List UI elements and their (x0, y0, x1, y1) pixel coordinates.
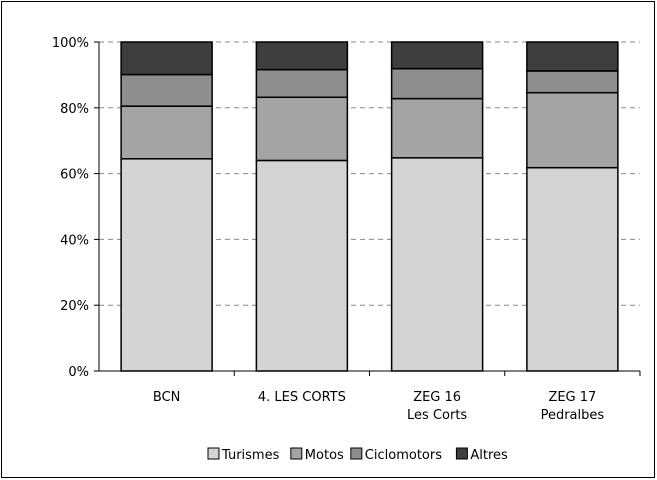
legend-label-altres: Altres (470, 448, 508, 463)
legend-label-motos: Motos (305, 448, 344, 463)
legend-swatch-ciclomotors (350, 447, 363, 460)
bar-segment-turismes (120, 158, 213, 372)
y-tick-label: 0% (68, 365, 89, 380)
legend: Turismes Motos Ciclomotors Altres (207, 447, 508, 463)
bar-segment-ciclomotors (120, 73, 213, 107)
category-label: 4. LES CORTS (258, 390, 346, 405)
legend-label-turismes: Turismes (221, 448, 280, 463)
category-label: Pedralbes (541, 408, 605, 423)
bar-segment-altres (255, 41, 349, 71)
bar-segment-turismes (255, 159, 349, 372)
legend-swatch-turismes (207, 447, 220, 460)
bar-segment-ciclomotors (390, 67, 484, 100)
y-tick-label: 80% (60, 102, 89, 117)
y-tick-label: 40% (60, 233, 89, 248)
bar-segment-motos (255, 96, 349, 162)
bar-segment-motos (390, 97, 484, 159)
bar-segment-altres (120, 41, 213, 76)
legend-label-ciclomotors: Ciclomotors (365, 448, 442, 463)
bar-segment-motos (526, 91, 619, 169)
bar-segment-altres (390, 41, 484, 70)
bar-segment-turismes (390, 157, 484, 372)
legend-swatch-altres (455, 447, 468, 460)
x-axis: BCN 4. LES CORTS ZEG 16 Les Corts ZEG 17 Pedr… (99, 370, 641, 423)
bar-segment-ciclomotors (255, 68, 349, 99)
legend-swatch-motos (290, 447, 303, 460)
bar-segment-turismes (526, 166, 619, 372)
bar-segment-motos (120, 105, 213, 160)
bar-segment-ciclomotors (526, 70, 619, 94)
bars (120, 41, 619, 372)
category-label: BCN (153, 390, 181, 405)
category-label: ZEG 17 (548, 390, 596, 405)
y-axis: 0% 20% 40% 60% 80% 100% (52, 36, 100, 380)
y-tick-label: 60% (60, 168, 89, 183)
category-label: Les Corts (407, 408, 467, 423)
y-tick-label: 100% (52, 36, 89, 51)
bar-segment-altres (526, 41, 619, 72)
category-label: ZEG 16 (413, 390, 461, 405)
y-tick-label: 20% (60, 299, 89, 314)
